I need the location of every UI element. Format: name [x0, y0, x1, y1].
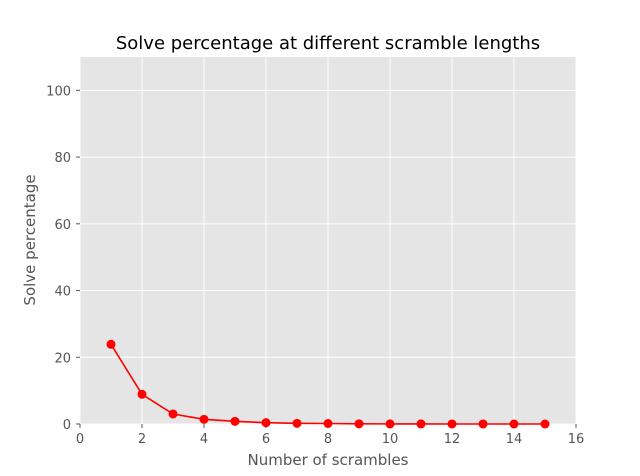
x-tick-label: 0 [76, 432, 84, 447]
x-tick-label: 8 [324, 432, 332, 447]
x-tick-label: 2 [138, 432, 146, 447]
data-point [509, 419, 519, 429]
x-tick-label: 4 [200, 432, 208, 447]
data-point [137, 389, 147, 399]
y-tick-label: 100 [46, 84, 71, 99]
chart-title: Solve percentage at different scramble l… [116, 33, 540, 54]
y-tick-label: 80 [54, 151, 71, 166]
series-layer [106, 339, 550, 429]
x-tick-label: 16 [568, 432, 585, 447]
data-point [199, 414, 209, 424]
x-axis-label: Number of scrambles [247, 451, 408, 469]
y-tick-label: 40 [54, 285, 71, 300]
data-point [540, 419, 550, 429]
y-tick-label: 20 [54, 351, 71, 366]
data-point [230, 416, 240, 426]
data-point [385, 419, 395, 429]
axis-ticks: 0 2 4 6 8 10 12 14 16 0 20 40 60 80 100 [46, 84, 584, 447]
x-tick-label: 12 [444, 432, 461, 447]
x-tick-label: 6 [262, 432, 270, 447]
data-point [478, 419, 488, 429]
y-tick-label: 60 [54, 218, 71, 233]
data-point [416, 419, 426, 429]
y-tick-label: 0 [63, 418, 71, 433]
data-point [323, 418, 333, 428]
data-point [261, 418, 271, 428]
data-point [168, 409, 178, 419]
data-point [292, 418, 302, 428]
data-point [106, 339, 116, 349]
y-axis-label: Solve percentage [21, 174, 39, 305]
data-point [447, 419, 457, 429]
x-tick-label: 10 [382, 432, 399, 447]
x-tick-label: 14 [506, 432, 523, 447]
data-point [354, 419, 364, 429]
